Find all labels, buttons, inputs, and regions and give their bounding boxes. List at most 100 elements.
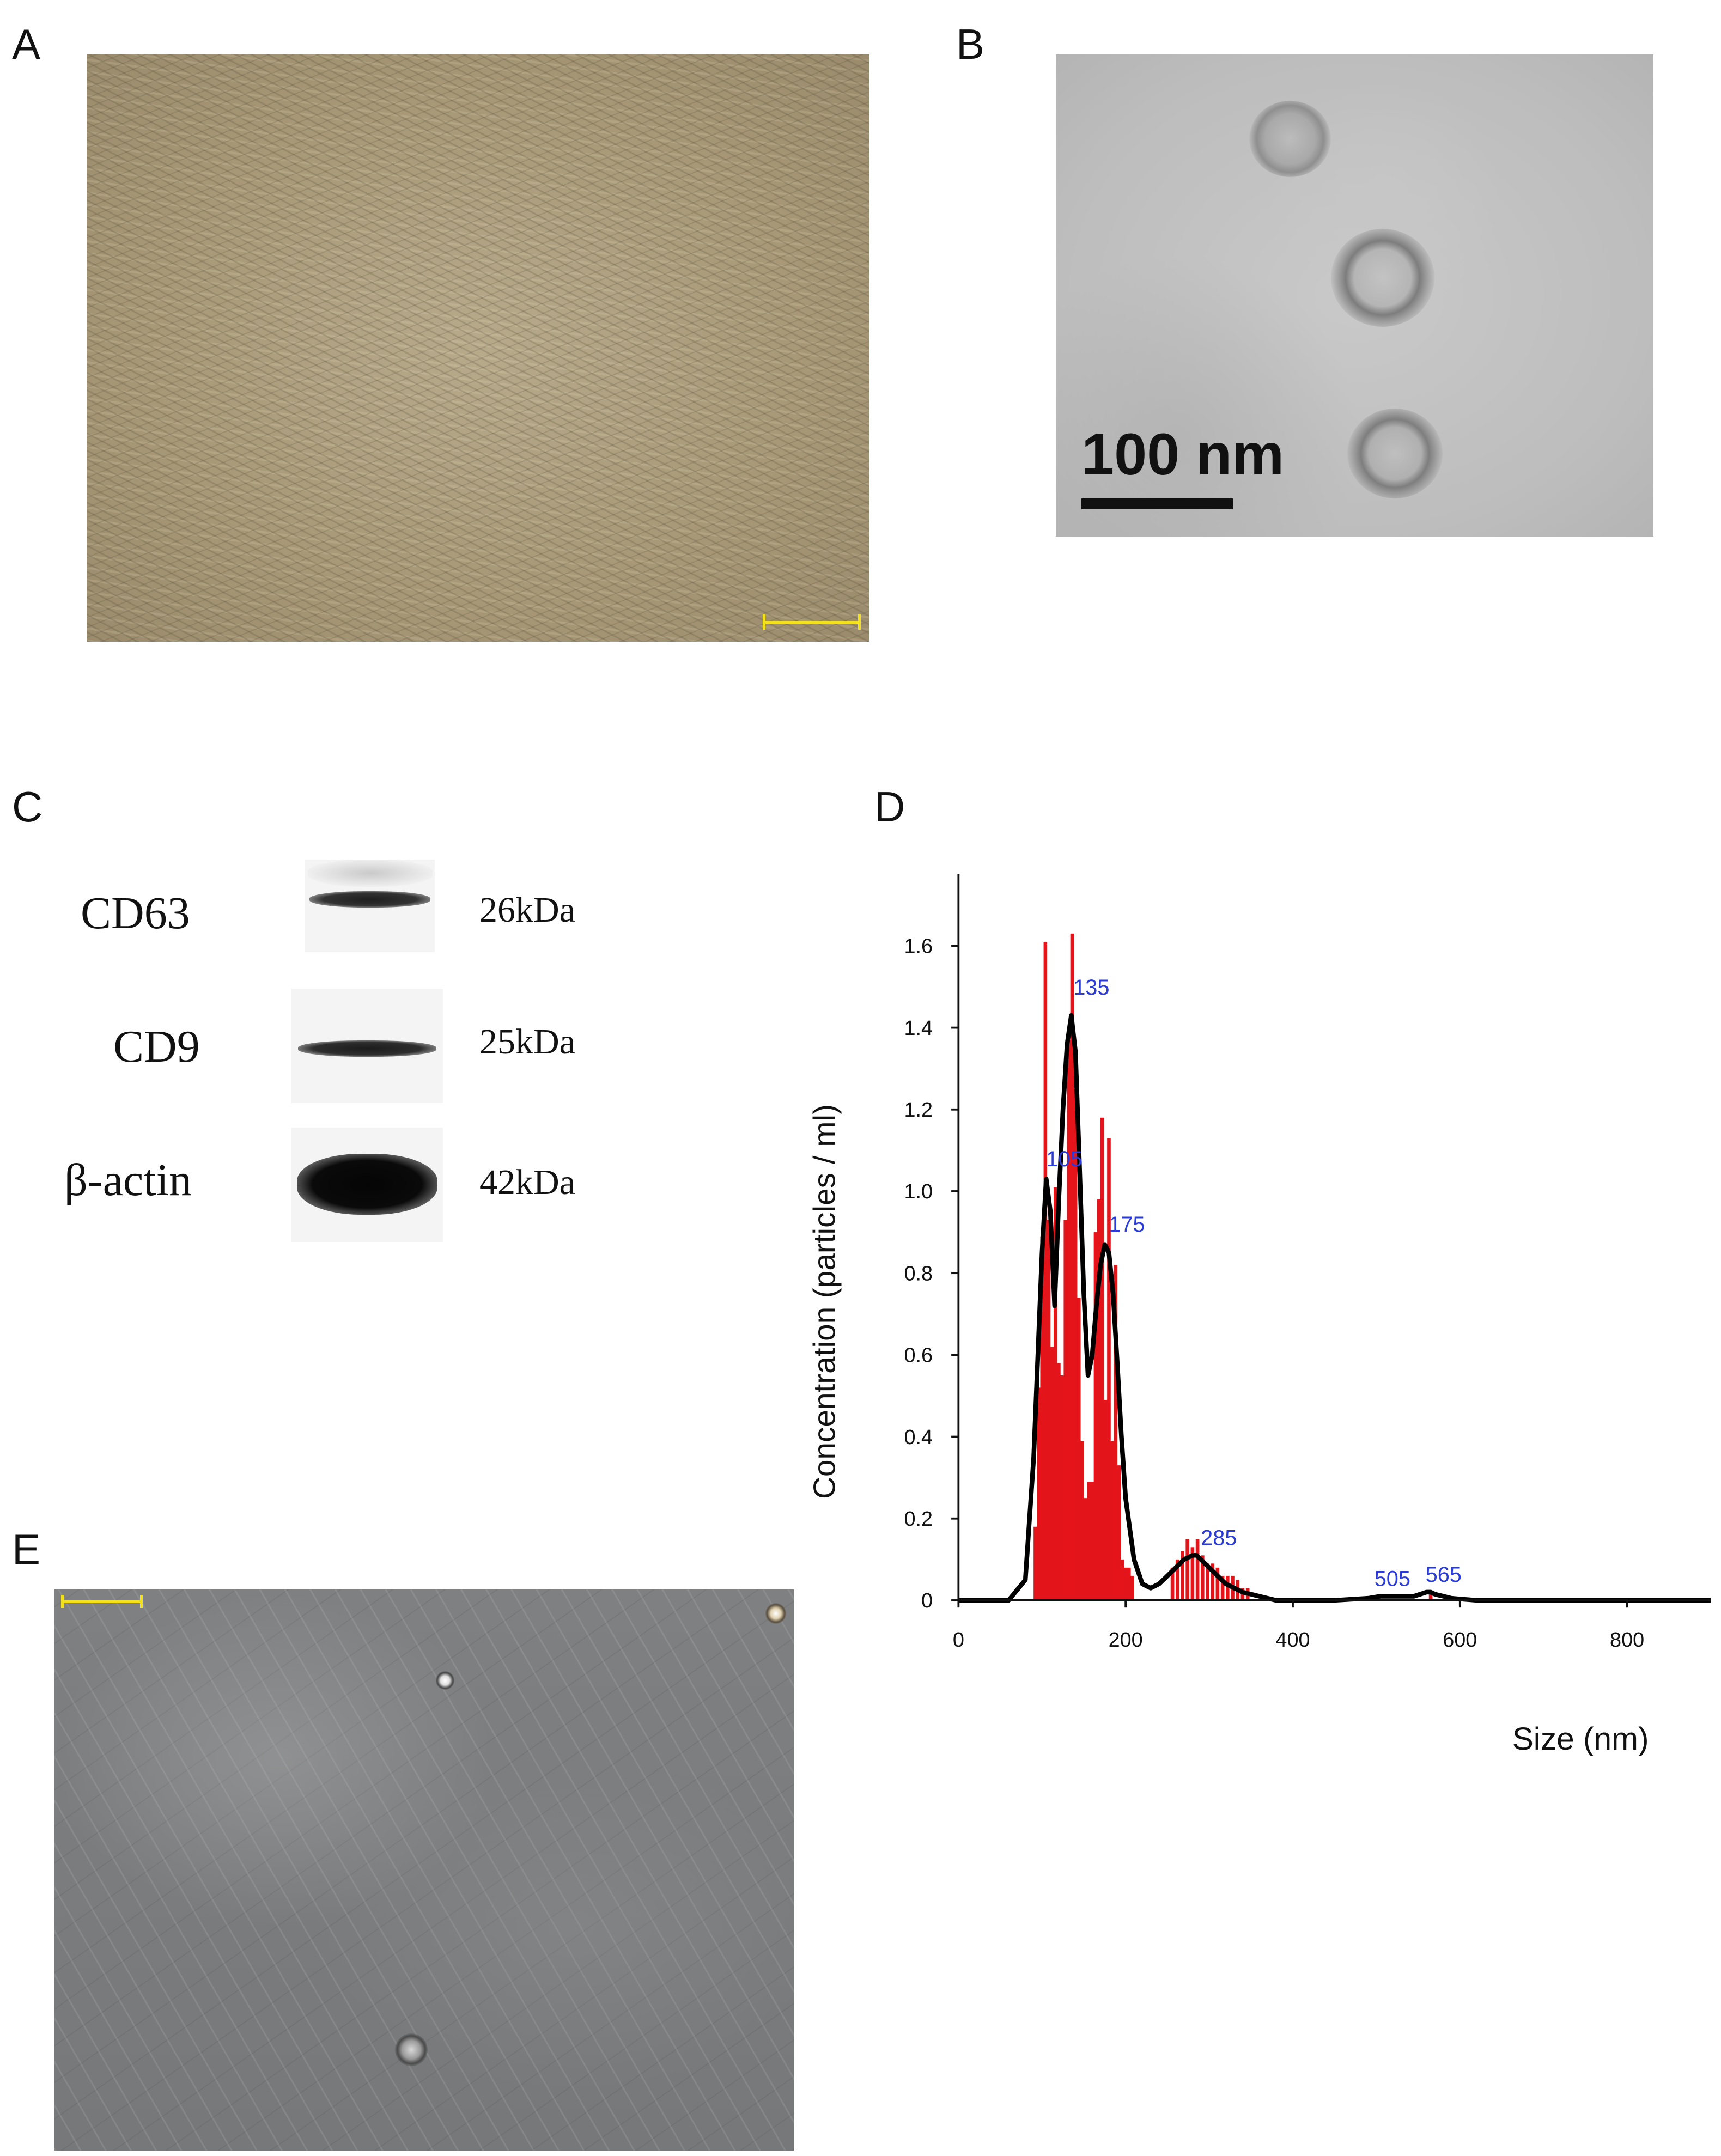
bright-cell — [395, 2033, 428, 2066]
y-tick-label: 0.4 — [904, 1426, 933, 1449]
panel-letter-b: B — [956, 20, 985, 68]
histogram-bar — [1175, 1559, 1179, 1600]
histogram-bar — [1114, 1265, 1118, 1600]
histogram-bar — [1100, 1117, 1104, 1600]
histogram-bar — [1190, 1547, 1195, 1600]
panel-letter-d: D — [874, 783, 905, 831]
histogram-bar — [1123, 1567, 1128, 1600]
y-tick-label: 1.2 — [904, 1099, 933, 1122]
y-tick-label: 1.0 — [904, 1180, 933, 1203]
blot-lane-beta-actin — [291, 1128, 443, 1242]
histogram-bar — [1093, 1232, 1098, 1600]
histogram-bar — [1084, 1498, 1087, 1600]
blot-kda-cd63: 26kDa — [479, 890, 575, 930]
histogram-bar — [1067, 1040, 1071, 1600]
blot-kda-cd9: 25kDa — [479, 1022, 575, 1062]
y-tick-label: 0.2 — [904, 1508, 933, 1531]
blot-background-smudge — [308, 860, 433, 887]
blot-label-cd63: CD63 — [81, 888, 190, 939]
histogram-bar — [1040, 1236, 1044, 1600]
nta-size-distribution-chart: 00.20.40.60.81.01.21.41.6 0 200 400 600 800 … — [807, 874, 1711, 1757]
tem-micrograph — [1056, 54, 1653, 537]
histogram-bar — [1127, 1567, 1131, 1600]
histogram-bar — [1117, 1465, 1121, 1600]
blot-band-beta-actin — [297, 1154, 437, 1215]
histogram-bar — [1220, 1575, 1225, 1600]
histogram-bar — [1080, 1441, 1084, 1600]
peak-label: 505 — [1375, 1567, 1410, 1591]
blot-lane-cd9 — [291, 989, 443, 1103]
peak-label: 565 — [1426, 1563, 1462, 1587]
x-tick-label: 400 — [1275, 1629, 1310, 1652]
histogram-bar — [1107, 1138, 1111, 1600]
histogram-bar — [1063, 1220, 1068, 1600]
cell-culture-micrograph-a — [87, 54, 869, 642]
y-tick-label: 1.6 — [904, 935, 933, 958]
blot-label-beta-actin: β-actin — [64, 1155, 192, 1205]
scale-bar-e-right-cap — [140, 1595, 143, 1608]
histogram-bar — [1090, 1482, 1094, 1600]
histogram-bar — [1060, 1375, 1064, 1600]
histogram-bar — [1047, 1220, 1051, 1600]
x-tick-label: 200 — [1109, 1629, 1143, 1652]
y-axis-title: Concentration (particles / ml) — [807, 1104, 842, 1499]
peak-label: 135 — [1073, 976, 1109, 1000]
blot-band-cd9 — [298, 1040, 436, 1057]
scale-bar-a-right-cap — [858, 614, 861, 630]
peak-label: 285 — [1201, 1526, 1237, 1550]
histogram-bar — [1211, 1563, 1215, 1600]
y-tick-label: 0.8 — [904, 1262, 933, 1285]
histogram-bar — [1087, 1482, 1091, 1600]
peak-label: 175 — [1109, 1213, 1145, 1237]
panel-letter-a: A — [12, 20, 41, 68]
exosome-vesicle — [1331, 229, 1434, 327]
scale-bar-e-left-cap — [61, 1595, 64, 1608]
blot-kda-beta-actin: 42kDa — [479, 1162, 575, 1202]
exosome-vesicle — [1249, 101, 1331, 177]
histogram-bar — [1130, 1575, 1134, 1600]
histogram-bar — [1120, 1559, 1124, 1600]
y-tick-label: 0.6 — [904, 1344, 933, 1367]
histogram-bar — [1110, 1441, 1114, 1600]
histogram-bar — [1097, 1199, 1101, 1600]
histogram-bar — [1226, 1575, 1230, 1600]
scale-bar-b — [1081, 498, 1233, 509]
x-tick-label: 600 — [1443, 1629, 1477, 1652]
histogram-bar — [1181, 1551, 1184, 1600]
peak-label: 105 — [1046, 1147, 1082, 1171]
blot-band-cd63 — [309, 891, 430, 908]
histogram-bar — [1206, 1563, 1209, 1600]
x-tick-label: 800 — [1610, 1629, 1644, 1652]
y-tick-label: 0 — [921, 1589, 933, 1612]
panel-letter-c: C — [12, 783, 43, 831]
blot-lane-cd63 — [305, 860, 435, 952]
blot-label-cd9: CD9 — [113, 1021, 200, 1072]
histogram-bar — [1073, 1089, 1078, 1600]
bright-cell — [765, 1603, 786, 1624]
histogram-bar — [1200, 1555, 1205, 1600]
cell-culture-micrograph-e — [54, 1589, 794, 2151]
histogram-bar — [1077, 1298, 1081, 1600]
y-tick-label: 1.4 — [904, 1017, 933, 1040]
histogram-bar — [1033, 1526, 1037, 1600]
scale-bar-a — [763, 621, 861, 624]
scale-bar-label-b: 100 nm — [1081, 421, 1285, 487]
histogram-bar — [1053, 1187, 1057, 1600]
histogram-bar — [1185, 1539, 1189, 1600]
histogram-bar — [1195, 1539, 1200, 1600]
scale-bar-e — [61, 1600, 143, 1603]
exosome-vesicle — [1347, 409, 1443, 498]
panel-letter-e: E — [12, 1525, 41, 1573]
histogram-bar — [1215, 1567, 1220, 1600]
histogram-bar — [1428, 1592, 1433, 1600]
histogram-bar — [1043, 941, 1048, 1600]
histogram-bar — [1050, 1347, 1054, 1600]
fit-line — [958, 1013, 1711, 1603]
scale-bar-a-left-cap — [763, 614, 765, 630]
histogram-bar — [1037, 1387, 1041, 1600]
x-axis-title: Size (nm) — [1512, 1721, 1649, 1757]
histogram-bar — [1057, 1363, 1061, 1600]
histogram-bar — [1070, 933, 1074, 1600]
x-tick-label: 0 — [953, 1629, 964, 1652]
histogram-bar — [1104, 1399, 1108, 1600]
